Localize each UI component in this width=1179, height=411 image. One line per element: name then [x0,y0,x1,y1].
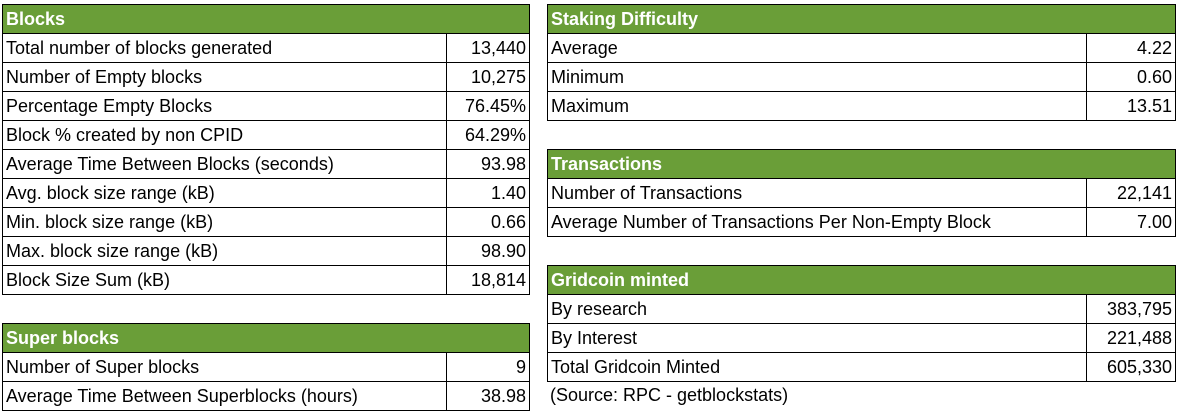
blocks-table-title: Blocks [2,4,530,34]
row-label: Number of Super blocks [2,352,447,382]
table-row: Number of Transactions 22,141 [547,178,1177,208]
row-label: Block Size Sum (kB) [2,265,447,295]
table-row: Average Number of Transactions Per Non-E… [547,207,1177,237]
table-row: By Interest 221,488 [547,323,1177,353]
row-value: 383,795 [1085,294,1177,324]
row-value: 93.98 [446,149,530,179]
row-label: By research [547,294,1087,324]
gridcoin-minted-table-title: Gridcoin minted [546,265,1177,295]
row-label: Total number of blocks generated [2,33,447,63]
row-label: Average Number of Transactions Per Non-E… [547,207,1087,237]
row-value: 18,814 [446,265,530,295]
table-row: Block Size Sum (kB) 18,814 [2,265,530,295]
staking-difficulty-table: Staking Difficulty Average 4.22 Minimum 0.… [546,4,1177,121]
row-value: 38.98 [445,381,531,411]
row-label: Max. block size range (kB) [2,236,447,266]
staking-difficulty-table-title: Staking Difficulty [546,4,1177,34]
table-row: Block % created by non CPID 64.29% [2,120,530,150]
row-value: 10,275 [446,62,530,92]
source-note: (Source: RPC - getblockstats) [550,385,789,405]
transactions-table-title: Transactions [546,149,1177,179]
table-row: Max. block size range (kB) 98.90 [2,236,530,266]
row-value: 22,141 [1085,178,1177,208]
row-value: 221,488 [1085,323,1177,353]
row-label: Block % created by non CPID [2,120,447,150]
row-label: Minimum [547,62,1087,92]
gridcoin-minted-table: Gridcoin minted By research 383,795 By In… [546,265,1177,382]
row-value: 64.29% [446,120,530,150]
row-label: Number of Transactions [547,178,1087,208]
row-label: Avg. block size range (kB) [2,178,447,208]
row-label: Number of Empty blocks [2,62,447,92]
table-row: Maximum 13.51 [547,91,1177,121]
row-value: 1.40 [446,178,530,208]
row-value: 4.22 [1085,33,1177,63]
row-value: 605,330 [1085,352,1177,382]
row-label: Percentage Empty Blocks [2,91,447,121]
row-label: By Interest [547,323,1087,353]
transactions-table: Transactions Number of Transactions 22,14… [546,149,1177,237]
super-blocks-table: Super blocks Number of Super blocks 9 Ave… [1,323,531,411]
table-row: By research 383,795 [547,294,1177,324]
row-label: Maximum [547,91,1087,121]
table-row: Average 4.22 [547,33,1177,63]
row-label: Average [547,33,1087,63]
row-label: Average Time Between Superblocks (hours) [2,381,447,411]
blocks-table: Blocks Total number of blocks generated 1… [2,4,530,295]
table-row: Percentage Empty Blocks 76.45% [2,91,530,121]
row-label: Min. block size range (kB) [2,207,447,237]
row-value: 9 [445,352,531,382]
table-row: Min. block size range (kB) 0.66 [2,207,530,237]
super-blocks-table-title: Super blocks [1,323,531,353]
row-label: Average Time Between Blocks (seconds) [2,149,447,179]
table-row: Minimum 0.60 [547,62,1177,92]
row-label: Total Gridcoin Minted [547,352,1087,382]
table-row: Number of Empty blocks 10,275 [2,62,530,92]
table-row: Total number of blocks generated 13,440 [2,33,530,63]
row-value: 13.51 [1085,91,1177,121]
table-row: Total Gridcoin Minted 605,330 [547,352,1177,382]
row-value: 0.66 [446,207,530,237]
table-row: Average Time Between Superblocks (hours)… [2,381,531,411]
table-row: Number of Super blocks 9 [2,352,531,382]
row-value: 7.00 [1085,207,1177,237]
table-row: Avg. block size range (kB) 1.40 [2,178,530,208]
table-row: Average Time Between Blocks (seconds) 93.… [2,149,530,179]
row-value: 0.60 [1085,62,1177,92]
row-value: 76.45% [446,91,530,121]
row-value: 13,440 [446,33,530,63]
row-value: 98.90 [446,236,530,266]
